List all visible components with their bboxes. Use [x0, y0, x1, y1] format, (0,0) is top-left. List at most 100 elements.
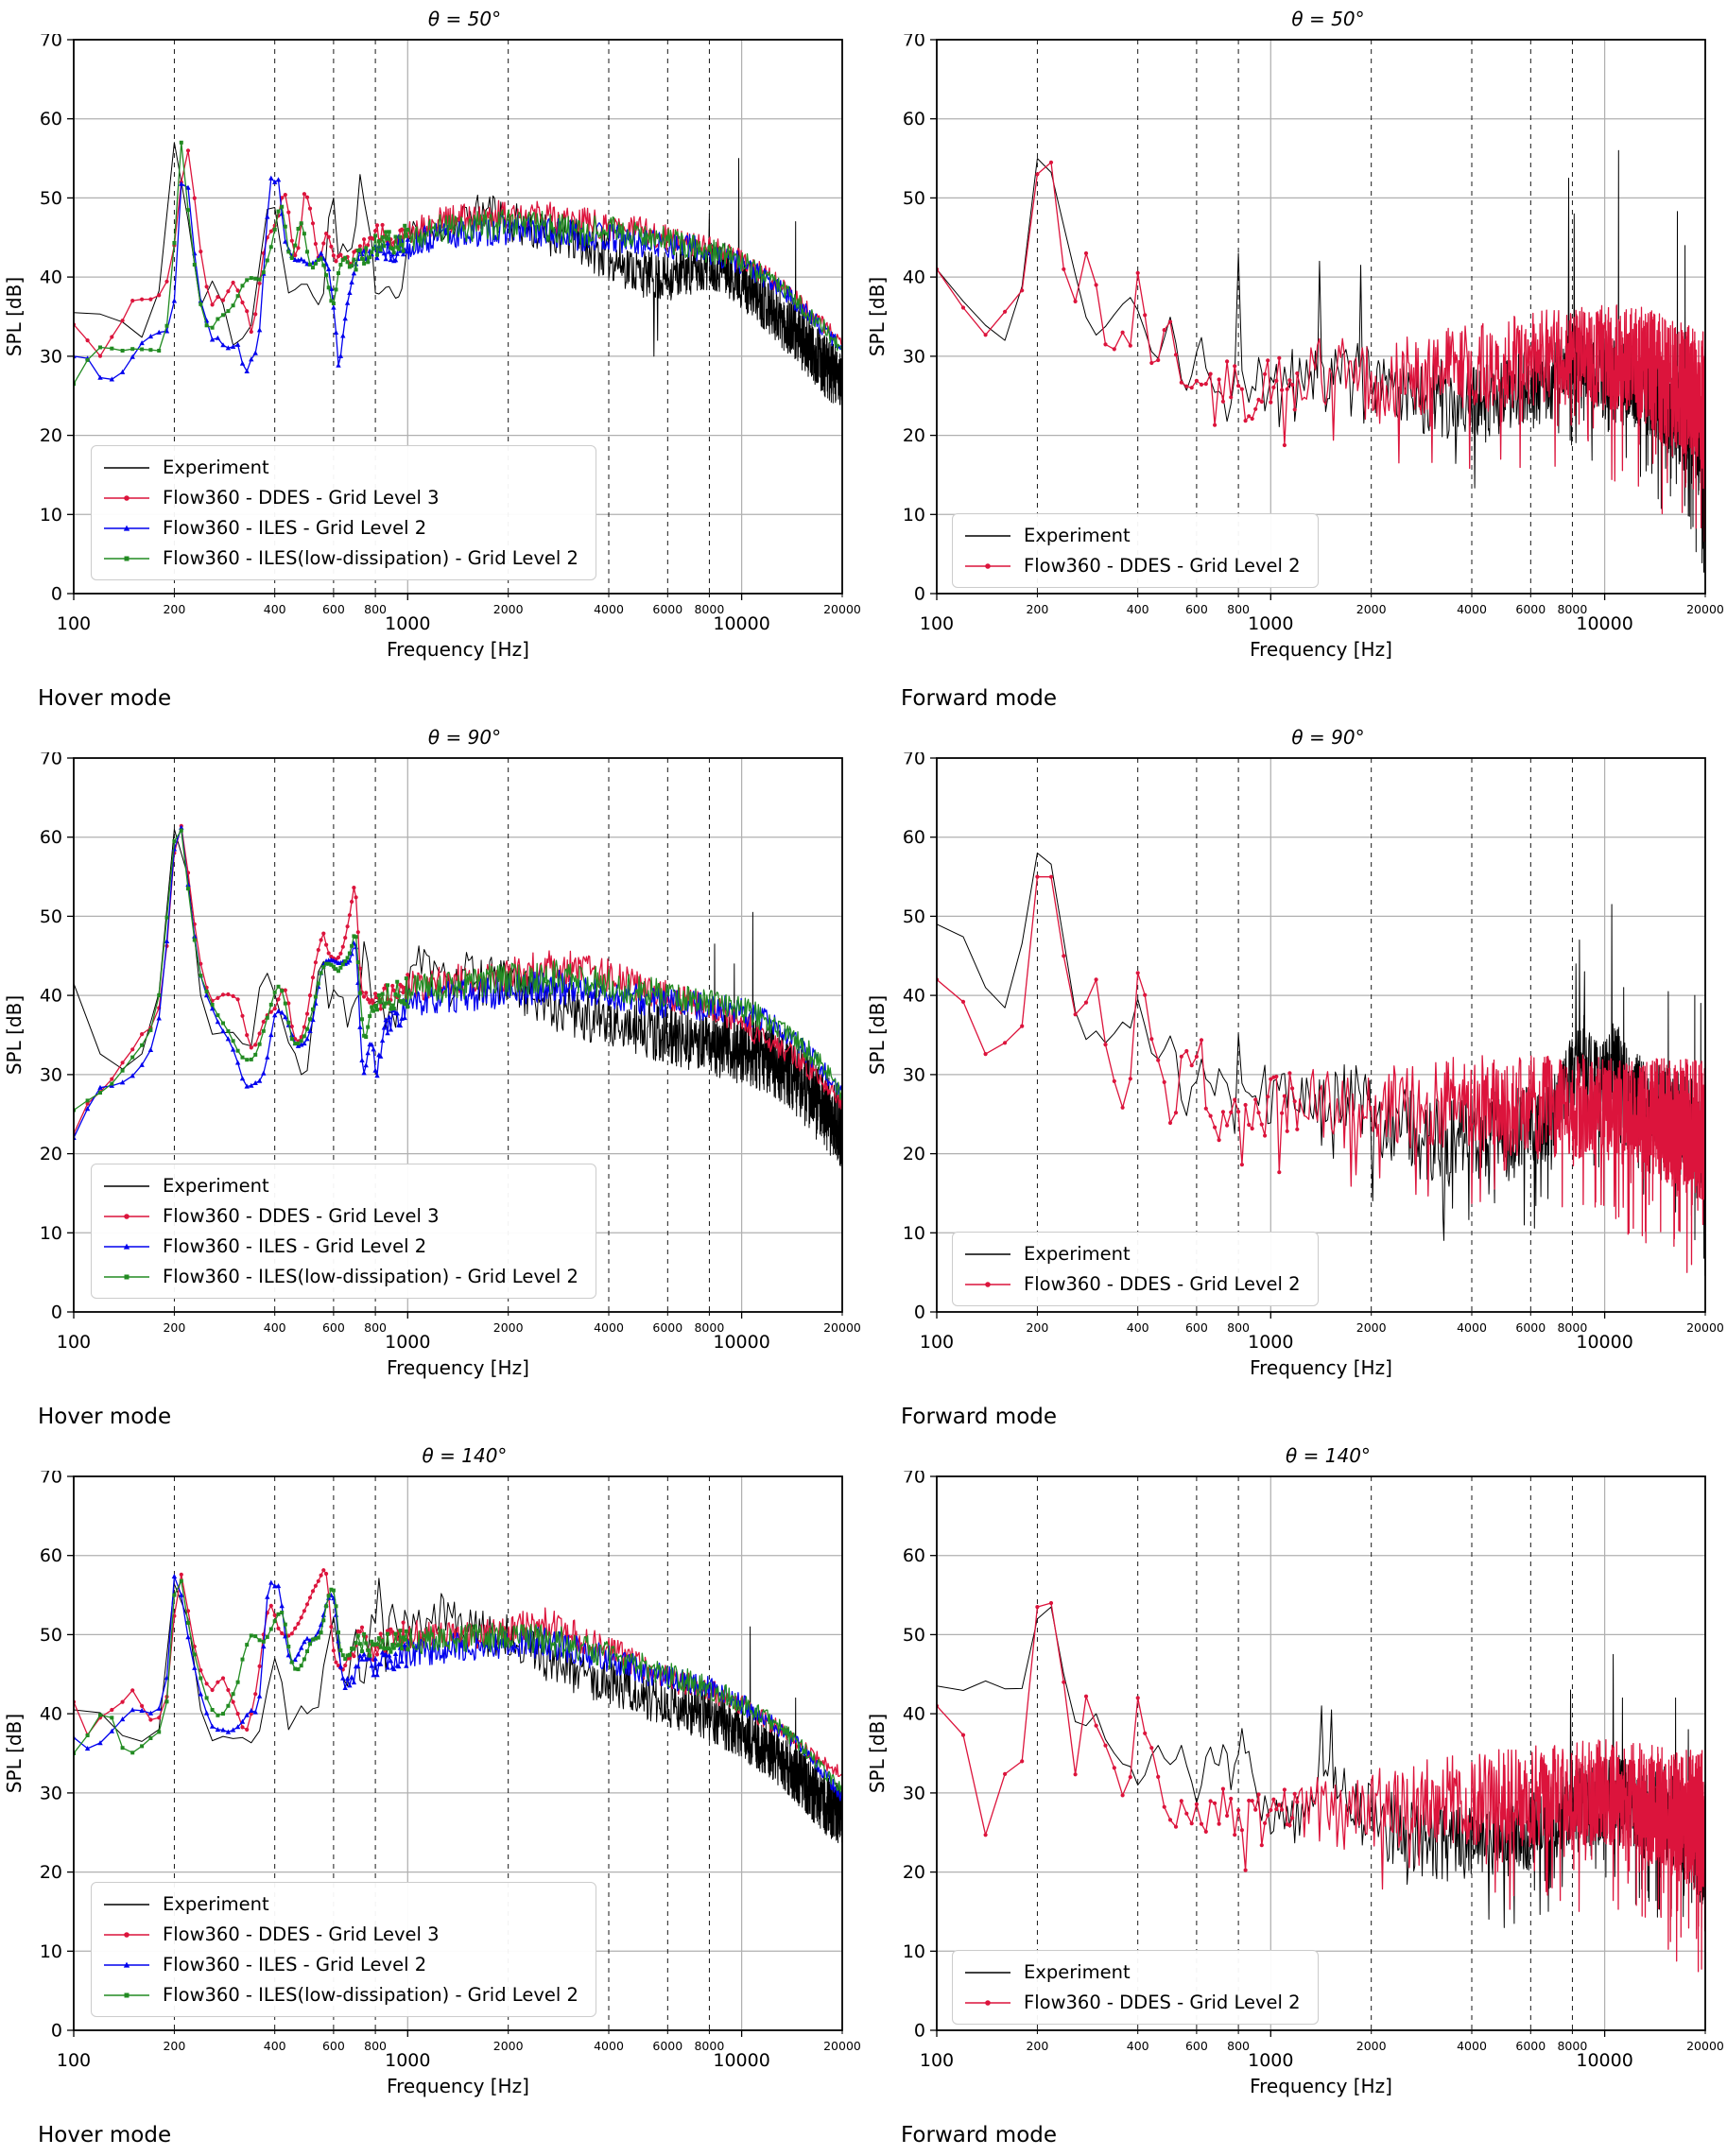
legend-forward-140: Experiment Flow360 - DDES - Grid Level 2: [952, 1950, 1319, 2025]
xtick-minor-label: 800: [364, 602, 387, 616]
series-flow360-iles-low-dissipation-grid-level-2: [74, 1579, 842, 1793]
ytick-label: 30: [903, 1064, 925, 1085]
xtick-minor-label: 4000: [1457, 602, 1487, 616]
x-axis-label: Frequency [Hz]: [1250, 638, 1392, 661]
xtick-major-label: 1000: [1248, 613, 1293, 634]
xtick-major-label: 10000: [713, 2050, 769, 2071]
x-axis-label: Frequency [Hz]: [387, 1356, 529, 1379]
xtick-minor-label: 2000: [493, 602, 524, 616]
legend-line-sample: [104, 466, 149, 469]
xtick-minor-label: 6000: [652, 1320, 682, 1335]
mode-label-forward: Forward mode: [901, 2123, 1058, 2147]
legend-entry-flow360-iles-grid-level-2: Flow360 - ILES - Grid Level 2: [102, 513, 579, 543]
ytick-label: 20: [903, 1144, 925, 1164]
xtick-minor-label: 200: [1026, 2039, 1048, 2053]
xtick-major-label: 10000: [1576, 613, 1632, 634]
chart-wrap: 0 10 20 30 40 50 60 70 100 1000 10000 200 400 600 800 2…: [863, 34, 1727, 686]
ytick-label: 0: [914, 1302, 925, 1323]
ytick-label: 30: [40, 1783, 62, 1803]
ytick-label: 50: [40, 906, 62, 927]
y-axis-label: SPL [dB]: [866, 995, 889, 1075]
legend-forward-50: Experiment Flow360 - DDES - Grid Level 2: [952, 513, 1319, 588]
legend-label: Experiment: [163, 1893, 269, 1915]
ytick-label: 50: [40, 188, 62, 209]
ytick-label: 70: [903, 1471, 925, 1488]
x-axis-label: Frequency [Hz]: [1250, 1356, 1392, 1379]
xtick-major-label: 100: [920, 2050, 954, 2071]
legend-label: Flow360 - ILES - Grid Level 2: [163, 1235, 427, 1257]
xtick-minor-label: 2000: [1356, 2039, 1387, 2053]
chart-wrap: 0 10 20 30 40 50 60 70 100 1000 10000 200 400 600 800 2…: [863, 1471, 1727, 2123]
series-flow360-ddes-grid-level-2: [937, 162, 1705, 543]
y-axis-label: SPL [dB]: [866, 1714, 889, 1793]
legend-entry-flow360-iles-low-dissipation-grid-level-2: Flow360 - ILES(low-dissipation) - Grid L…: [102, 1262, 579, 1291]
xtick-minor-label: 6000: [1515, 2039, 1546, 2053]
plot-border: [73, 1475, 843, 2031]
plot-hover-90: 0 10 20 30 40 50 60 70 100 1000 10000 200 400 600 800 2…: [3, 752, 861, 1379]
xtick-major-label: 1000: [385, 1332, 430, 1353]
ytick-label: 70: [40, 752, 62, 769]
xtick-minor-label: 20000: [1686, 2039, 1724, 2053]
series-experiment: [74, 142, 842, 405]
ytick-label: 20: [40, 1144, 62, 1164]
xtick-major-label: 1000: [1248, 1332, 1293, 1353]
xtick-minor-label: 8000: [694, 2039, 724, 2053]
legend-line-sample: [104, 1274, 149, 1279]
legend-line-sample: [104, 494, 149, 501]
xtick-minor-label: 6000: [1515, 1320, 1546, 1335]
ytick-label: 0: [51, 1302, 62, 1323]
plot-forward-50: 0 10 20 30 40 50 60 70 100 1000 10000 200 400 600 800 2…: [866, 34, 1724, 661]
legend-label: Flow360 - DDES - Grid Level 2: [1024, 1992, 1301, 2013]
legend-label: Flow360 - ILES(low-dissipation) - Grid L…: [163, 1266, 579, 1287]
legend-line-sample: [104, 1992, 149, 1997]
chart-title-forward-50: θ = 50°: [1291, 8, 1365, 30]
xtick-minor-label: 4000: [594, 602, 624, 616]
xtick-major-label: 10000: [1576, 1332, 1632, 1353]
ytick-label: 60: [903, 109, 925, 129]
legend-entry-experiment: Experiment: [963, 1239, 1301, 1268]
legend-entry-flow360-iles-low-dissipation-grid-level-2: Flow360 - ILES(low-dissipation) - Grid L…: [102, 1980, 579, 2009]
chart-cell-forward-90: θ = 90° 0 10 20 30 40 50 60 70 100 1000 10000 200 40…: [863, 718, 1727, 1437]
xtick-minor-label: 6000: [652, 602, 682, 616]
legend-label: Flow360 - DDES - Grid Level 3: [163, 1205, 440, 1227]
chart-cell-hover-90: θ = 90° 0 10 20 30 40 50 60 70 100 1000 10000 200 40…: [0, 718, 863, 1437]
legend-entry-flow360-iles-grid-level-2: Flow360 - ILES - Grid Level 2: [102, 1232, 579, 1261]
legend-label: Flow360 - DDES - Grid Level 3: [163, 1923, 440, 1945]
mode-label-hover: Hover mode: [38, 2123, 172, 2147]
xtick-minor-label: 2000: [493, 2039, 524, 2053]
ytick-label: 0: [914, 2021, 925, 2042]
legend-label: Flow360 - DDES - Grid Level 2: [1024, 555, 1301, 577]
ytick-label: 20: [40, 1862, 62, 1883]
xtick-minor-label: 600: [1185, 602, 1208, 616]
xtick-minor-label: 6000: [1515, 602, 1546, 616]
ytick-label: 70: [40, 34, 62, 51]
xtick-minor-label: 20000: [1686, 1320, 1724, 1335]
xtick-minor-label: 4000: [594, 2039, 624, 2053]
plot-border: [936, 757, 1706, 1313]
ytick-label: 10: [40, 1223, 62, 1244]
ytick-label: 60: [903, 1545, 925, 1566]
legend-hover-90: Experiment Flow360 - DDES - Grid Level 3 F…: [91, 1164, 596, 1299]
series-flow360-ddes-grid-level-3: [74, 825, 842, 1134]
xtick-minor-label: 8000: [1557, 602, 1587, 616]
xtick-minor-label: 200: [163, 2039, 185, 2053]
ytick-label: 0: [51, 584, 62, 605]
xtick-minor-label: 8000: [694, 1320, 724, 1335]
mode-label-hover: Hover mode: [38, 1405, 172, 1429]
ytick-label: 60: [40, 827, 62, 848]
xtick-minor-label: 400: [264, 2039, 286, 2053]
xtick-minor-label: 200: [163, 602, 185, 616]
xtick-major-label: 10000: [1576, 2050, 1632, 2071]
legend-label: Flow360 - ILES - Grid Level 2: [163, 1954, 427, 1975]
chart-wrap: 0 10 20 30 40 50 60 70 100 1000 10000 200 400 600 800 2…: [0, 1471, 863, 2123]
xtick-major-label: 100: [920, 613, 954, 634]
plot-hover-140: 0 10 20 30 40 50 60 70 100 1000 10000 200 400 600 800 2…: [3, 1471, 861, 2097]
ytick-label: 60: [40, 109, 62, 129]
ytick-label: 70: [40, 1471, 62, 1488]
xtick-major-label: 100: [57, 613, 91, 634]
ytick-label: 10: [40, 1941, 62, 1962]
plot-border: [936, 39, 1706, 595]
xtick-minor-label: 800: [364, 1320, 387, 1335]
xtick-major-label: 10000: [713, 613, 769, 634]
xtick-minor-label: 600: [1185, 1320, 1208, 1335]
